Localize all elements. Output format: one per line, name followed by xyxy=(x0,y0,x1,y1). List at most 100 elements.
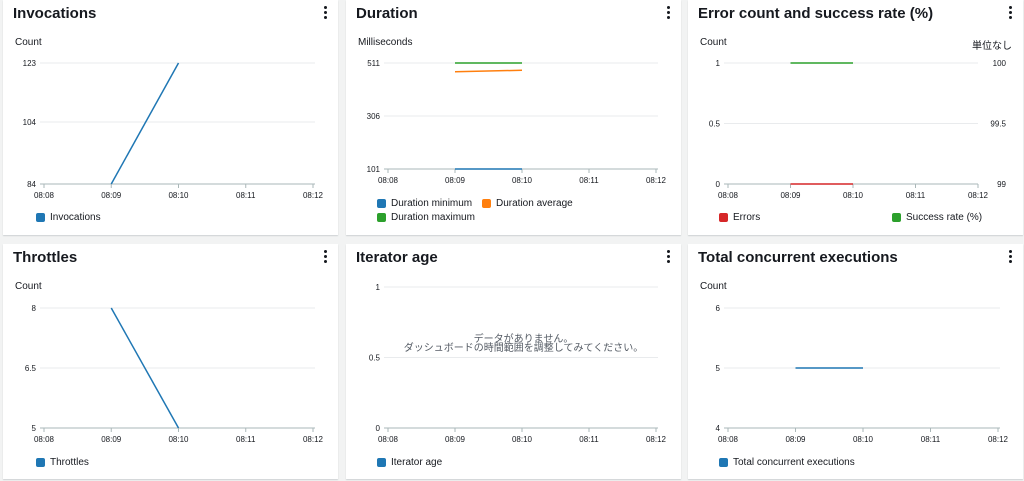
x-tick-label: 08:09 xyxy=(785,435,806,444)
y-tick-label: 104 xyxy=(23,118,37,127)
x-tick-label: 08:12 xyxy=(303,191,324,200)
legend-item-throttles[interactable]: Throttles xyxy=(36,457,89,468)
series-line-duration-average xyxy=(454,69,523,73)
y-tick-label: 306 xyxy=(367,112,381,121)
series-line-throttles xyxy=(110,307,180,429)
legend-swatch xyxy=(892,213,901,222)
legend-item-iterator-age[interactable]: Iterator age xyxy=(377,457,442,468)
x-tick-label: 08:10 xyxy=(843,191,864,200)
y-axis-unit: Count xyxy=(15,37,42,48)
y-tick-label: 1 xyxy=(376,283,381,292)
y-tick-label: 4 xyxy=(716,424,721,433)
concurrent-executions-panel: Total concurrent executions Count 4 5 6 08:… xyxy=(688,244,1023,479)
legend-label: Success rate (%) xyxy=(906,212,983,223)
legend-swatch xyxy=(719,213,728,222)
x-tick-label: 08:11 xyxy=(906,191,926,200)
no-data-hint: ダッシュボードの時間範囲を調整してみてください。 xyxy=(403,343,644,354)
x-tick-label: 08:10 xyxy=(512,176,533,185)
x-tick-label: 08:12 xyxy=(303,435,324,444)
legend-label: Duration minimum xyxy=(391,198,473,209)
invocations-panel: Invocations Count 84 104 123 08:08 08:09 08:1… xyxy=(3,0,338,235)
legend-item-duration-minimum[interactable]: Duration minimum xyxy=(377,198,472,209)
x-tick-label: 08:12 xyxy=(646,176,667,185)
y-axis-unit-right: 単位なし xyxy=(972,41,1012,52)
panel-menu-icon[interactable] xyxy=(322,250,328,264)
legend-label: Duration maximum xyxy=(391,212,475,223)
panel-menu-icon[interactable] xyxy=(665,250,671,264)
y-tick-label: 101 xyxy=(367,165,381,174)
legend-label: Total concurrent executions xyxy=(733,457,855,468)
concurrent-executions-chart: 4 5 6 08:08 08:09 08:10 08:11 08:12 xyxy=(716,304,1009,444)
x-tick-label: 08:10 xyxy=(168,435,189,444)
y-axis-unit: Count xyxy=(700,281,727,292)
panel-title: Iterator age xyxy=(356,249,438,266)
x-tick-label: 08:10 xyxy=(512,435,533,444)
panel-title: Total concurrent executions xyxy=(698,249,898,266)
legend-item-success-rate[interactable]: Success rate (%) xyxy=(892,212,982,223)
legend-item-invocations[interactable]: Invocations xyxy=(36,212,101,223)
x-tick-label: 08:11 xyxy=(579,435,599,444)
y-tick-label: 5 xyxy=(32,424,37,433)
panel-title: Invocations xyxy=(13,5,97,22)
x-tick-label: 08:09 xyxy=(101,435,122,444)
legend-label: Throttles xyxy=(50,457,89,468)
y-axis-unit-left: Count xyxy=(700,37,727,48)
y-tick-label: 84 xyxy=(27,180,36,189)
no-data-message: データがありません。 xyxy=(473,334,574,345)
y-tick-label: 0 xyxy=(716,180,721,189)
x-tick-label: 08:09 xyxy=(101,191,122,200)
x-tick-label: 08:10 xyxy=(168,191,189,200)
legend-item-concurrent-executions[interactable]: Total concurrent executions xyxy=(719,457,855,468)
x-tick-label: 08:09 xyxy=(445,435,466,444)
legend-swatch xyxy=(36,213,45,222)
duration-panel: Duration Milliseconds 101 306 511 08:08 08:0… xyxy=(346,0,681,235)
y-tick-label: 6 xyxy=(716,304,721,313)
y-tick-label: 8 xyxy=(32,304,37,313)
x-tick-label: 08:09 xyxy=(780,191,801,200)
legend-label: Invocations xyxy=(50,212,101,223)
duration-chart: 101 306 511 08:08 08:09 08:10 08:11 08:12 xyxy=(367,59,667,185)
legend-label: Iterator age xyxy=(391,457,443,468)
x-tick-label: 08:08 xyxy=(718,435,739,444)
x-tick-label: 08:12 xyxy=(988,435,1009,444)
y-tick-label: 0.5 xyxy=(709,120,721,129)
legend-item-duration-average[interactable]: Duration average xyxy=(482,198,573,209)
x-tick-label: 08:09 xyxy=(445,176,466,185)
x-tick-label: 08:08 xyxy=(378,176,399,185)
y-tick-label: 6.5 xyxy=(25,364,37,373)
legend-label: Errors xyxy=(733,212,761,223)
legend-label: Duration average xyxy=(496,198,573,209)
y-tick-label: 123 xyxy=(23,59,37,68)
y-tick-label: 0 xyxy=(376,424,381,433)
panel-title: Throttles xyxy=(13,249,78,266)
errors-panel: Error count and success rate (%) Count 単… xyxy=(688,0,1023,235)
x-tick-label: 08:08 xyxy=(34,191,55,200)
y-tick-label: 5 xyxy=(716,364,721,373)
throttles-panel: Throttles Count 5 6.5 8 08:08 08:09 08:10 08:1… xyxy=(3,244,338,479)
legend-item-duration-maximum[interactable]: Duration maximum xyxy=(377,212,475,223)
legend-swatch xyxy=(719,458,728,467)
legend-swatch xyxy=(377,213,386,222)
y2-tick-label: 99 xyxy=(997,180,1006,189)
x-tick-label: 08:11 xyxy=(579,176,599,185)
x-tick-label: 08:11 xyxy=(236,191,256,200)
iterator-age-panel: Iterator age 0 0.5 1 08:08 08:09 08:10 08:11 08… xyxy=(346,244,681,479)
panel-menu-icon[interactable] xyxy=(322,6,328,20)
legend-item-errors[interactable]: Errors xyxy=(719,212,760,223)
x-tick-label: 08:12 xyxy=(646,435,667,444)
legend-swatch xyxy=(36,458,45,467)
panel-menu-icon[interactable] xyxy=(665,6,671,20)
x-tick-label: 08:08 xyxy=(718,191,739,200)
y-axis-unit: Milliseconds xyxy=(358,37,413,48)
x-tick-label: 08:12 xyxy=(968,191,989,200)
y2-tick-label: 100 xyxy=(993,59,1007,68)
panel-title: Error count and success rate (%) xyxy=(698,5,934,22)
panel-menu-icon[interactable] xyxy=(1007,6,1013,20)
legend-swatch xyxy=(377,458,386,467)
x-tick-label: 08:11 xyxy=(921,435,941,444)
series-line-invocations xyxy=(110,62,180,185)
errors-chart: 0 0.5 1 99 99.5 100 08:08 08:09 08:10 08:11 08:12 xyxy=(709,59,1007,200)
panel-menu-icon[interactable] xyxy=(1007,250,1013,264)
y-axis-unit: Count xyxy=(15,281,42,292)
y-tick-label: 511 xyxy=(367,59,380,68)
